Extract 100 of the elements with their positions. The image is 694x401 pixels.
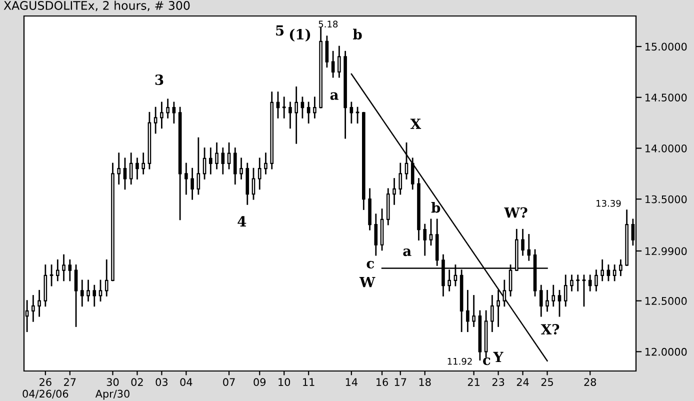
annotation: Y — [493, 352, 504, 362]
candlestick — [619, 259, 622, 276]
x-tick-label: 18 — [419, 378, 431, 386]
candlestick — [423, 224, 427, 256]
candlestick — [117, 152, 121, 185]
annotation: a — [403, 248, 412, 256]
annotation: X — [410, 118, 422, 129]
candlestick — [350, 102, 354, 124]
candlestick — [74, 264, 78, 327]
y-tick-label: 12.9900 — [645, 247, 687, 256]
candlestick — [313, 96, 316, 118]
candlestick — [196, 137, 200, 195]
annotation: 5.18 — [318, 20, 338, 28]
annotation: 3 — [155, 74, 164, 85]
y-tick-label: 15.0000 — [645, 42, 687, 51]
candlestick — [392, 178, 396, 205]
candlestick — [276, 92, 280, 118]
annotation: W — [359, 277, 376, 288]
candlestick — [306, 102, 310, 124]
candlestick — [612, 264, 616, 282]
x-tick-label: 03 — [156, 378, 168, 386]
candlestick — [325, 36, 329, 68]
candlestick — [606, 264, 610, 282]
candlestick — [92, 284, 96, 307]
x-tick-label: 16 — [376, 378, 388, 386]
y-tick-label: 12.5000 — [645, 297, 687, 305]
candlestick — [588, 274, 592, 292]
candlestick — [582, 274, 586, 307]
annotation: 5 — [276, 25, 284, 36]
candlestick — [564, 274, 568, 307]
candlestick — [86, 280, 90, 302]
annotation: 13.39 — [596, 200, 621, 207]
chart-title: XAGUSDOLITEx, 2 hours, # 300 — [4, 0, 190, 12]
candlestick — [62, 254, 66, 282]
candlestick — [374, 214, 378, 256]
candlestick — [209, 148, 212, 174]
x-tick-label: 10 — [278, 378, 290, 386]
x-tick-label: 25 — [541, 378, 553, 386]
candlestick — [38, 290, 41, 317]
candlestick — [570, 274, 574, 292]
candlestick — [356, 106, 360, 124]
candlestick — [410, 158, 414, 190]
annotation: b — [353, 28, 362, 40]
candlestick — [594, 270, 598, 292]
candlestick — [398, 162, 402, 195]
candlestick — [166, 98, 170, 118]
candlestick — [521, 228, 524, 256]
candlestick — [288, 102, 292, 129]
candlestick — [466, 290, 470, 332]
candlestick — [490, 295, 494, 332]
candlestick — [300, 96, 304, 118]
candlestick — [496, 290, 500, 327]
x-tick-label: 07 — [223, 378, 235, 386]
candlestick — [240, 158, 243, 180]
candlestick — [472, 295, 476, 327]
y-tick-label: 14.5000 — [645, 94, 687, 102]
x-tick-label: 21 — [468, 378, 480, 386]
candlestick — [233, 148, 237, 185]
candlestick — [404, 142, 408, 180]
x-tick-label: 24 — [516, 378, 529, 386]
candlestick — [539, 284, 543, 317]
candlestick — [282, 96, 286, 118]
x-tick-label: 17 — [394, 378, 406, 386]
candlestick — [252, 168, 256, 200]
candlestick — [123, 158, 127, 190]
candlestick — [68, 259, 72, 282]
candlestick — [184, 162, 188, 195]
x-tick-label: 14 — [346, 378, 358, 386]
candlestick — [264, 152, 268, 174]
candlestick — [227, 142, 231, 170]
candlestick — [546, 290, 549, 312]
candlestick — [154, 106, 158, 134]
x-tick-label: 09 — [254, 378, 266, 386]
x-tick-label: 27 — [64, 378, 76, 386]
candlestick — [160, 102, 164, 129]
candlestick — [136, 158, 139, 180]
candlestick — [294, 86, 298, 144]
x-tick-label: 11 — [303, 378, 314, 386]
candlestick — [552, 284, 556, 307]
candlestick — [104, 259, 108, 296]
candlestick — [190, 168, 194, 200]
annotation: c — [366, 260, 374, 269]
annotation: X? — [540, 324, 560, 335]
candlestick — [129, 152, 133, 185]
annotation: c — [483, 357, 490, 366]
candlestick — [221, 148, 225, 174]
candlestick — [172, 102, 176, 124]
candlestick — [32, 295, 35, 322]
annotation: a — [330, 92, 338, 100]
candlestick — [215, 142, 218, 170]
candlestick — [142, 152, 145, 174]
candlestick — [558, 290, 562, 317]
candlestick — [80, 280, 84, 307]
x-tick-label: 30 Apr/30 — [95, 378, 130, 400]
annotation: (1) — [290, 28, 310, 42]
candlestick — [502, 280, 506, 307]
candlestick — [600, 259, 604, 282]
x-tick-label: 28 — [584, 378, 596, 386]
annotation: W? — [504, 207, 528, 218]
annotation: b — [431, 202, 440, 213]
